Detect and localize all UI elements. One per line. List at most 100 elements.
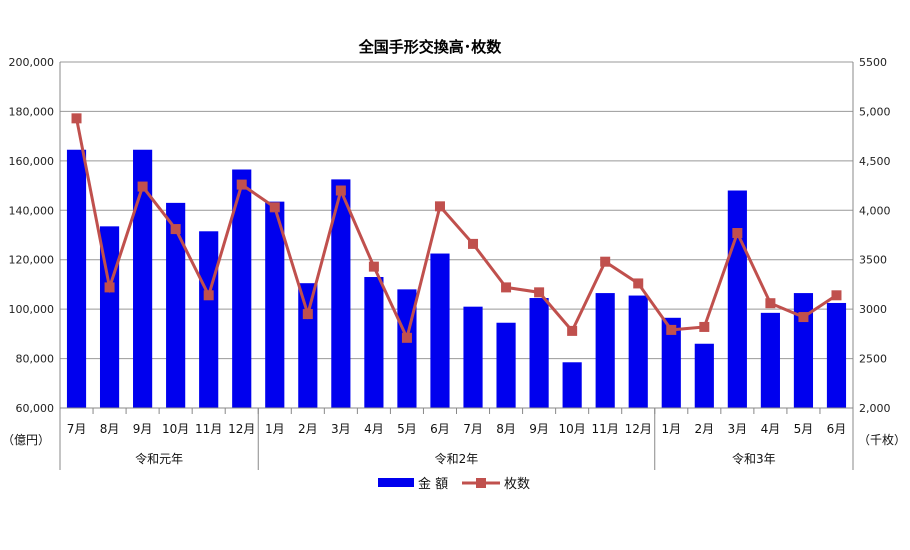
category-label: 8月 <box>496 422 516 436</box>
line-marker <box>368 261 379 272</box>
right-axis-ticks: 2,000 2500 3000 3500 4,000 4,500 5,000 5500 <box>859 56 891 415</box>
category-labels: 7月 8月 9月 10月 11月 12月 1月 2月 3月 4月 5月 6月 7月 8月 9月 10月 11月 1… <box>67 422 847 436</box>
line-marker <box>335 185 346 196</box>
category-label: 1月 <box>265 422 285 436</box>
right-tick-label: 4,000 <box>859 204 891 217</box>
line-marker <box>302 309 313 320</box>
left-tick-label: 80,000 <box>16 353 55 366</box>
line-path <box>75 118 838 343</box>
right-tick-label: 2,000 <box>859 402 891 415</box>
bar <box>463 306 483 408</box>
line-marker <box>699 321 710 332</box>
line-marker <box>633 278 644 289</box>
line-marker <box>501 282 512 293</box>
line-marker <box>236 179 247 190</box>
bar <box>562 362 582 408</box>
right-tick-label: 3000 <box>859 303 887 316</box>
right-tick-label: 2500 <box>859 353 887 366</box>
legend-bar-swatch <box>378 478 414 487</box>
bar <box>826 302 847 408</box>
line-marker <box>468 238 479 249</box>
legend-line-label: 枚数 <box>504 477 530 492</box>
left-tick-label: 120,000 <box>9 254 55 267</box>
category-label: 10月 <box>162 422 189 436</box>
right-tick-label: 3500 <box>859 254 887 267</box>
bar <box>364 277 384 408</box>
line-marker <box>434 201 445 212</box>
line-marker <box>137 181 148 192</box>
category-label: 12月 <box>625 422 652 436</box>
bar <box>496 322 516 408</box>
group-label: 令和3年 <box>732 451 776 466</box>
category-label: 4月 <box>364 422 384 436</box>
category-label: 2月 <box>694 422 714 436</box>
category-label: 3月 <box>728 422 748 436</box>
bar <box>694 343 714 408</box>
bar <box>232 169 252 408</box>
category-label: 2月 <box>298 422 318 436</box>
right-axis-unit: （千枚） <box>858 432 906 447</box>
line-marker <box>104 282 115 293</box>
category-label: 9月 <box>133 422 153 436</box>
line-marker <box>831 290 842 301</box>
legend-bar-label: 金 額 <box>418 476 448 492</box>
bar <box>628 295 648 408</box>
bar <box>298 283 318 408</box>
line-marker <box>600 256 611 267</box>
bar <box>331 179 351 408</box>
line-series <box>71 113 842 343</box>
category-label: 7月 <box>463 422 483 436</box>
line-marker <box>401 332 412 343</box>
line-marker <box>534 287 545 298</box>
legend: 金 額 枚数 <box>378 476 530 492</box>
category-label: 5月 <box>397 422 417 436</box>
bar <box>529 298 549 408</box>
bar <box>793 293 814 408</box>
axes <box>59 62 854 414</box>
line-marker <box>765 298 776 309</box>
category-label: 12月 <box>228 422 255 436</box>
left-tick-label: 160,000 <box>9 155 55 168</box>
bar <box>133 149 153 408</box>
bar-series <box>66 149 847 408</box>
category-label: 6月 <box>827 422 847 436</box>
bar <box>66 149 87 408</box>
left-tick-label: 60,000 <box>16 402 55 415</box>
left-tick-label: 140,000 <box>9 204 55 217</box>
line-marker <box>798 312 809 323</box>
line-marker <box>203 290 214 301</box>
left-axis-unit: （億円） <box>2 433 50 447</box>
category-label: 6月 <box>430 422 450 436</box>
bar <box>166 202 186 408</box>
line-marker <box>732 228 743 239</box>
bar <box>265 201 285 408</box>
group-label: 令和2年 <box>435 451 479 466</box>
bar <box>760 312 780 408</box>
group-labels: 令和元年 令和2年 令和3年 <box>59 408 854 470</box>
line-marker <box>71 113 82 124</box>
chart-title: 全国手形交換高･枚数 <box>358 38 503 56</box>
left-tick-label: 100,000 <box>9 303 55 316</box>
category-label: 1月 <box>661 422 681 436</box>
bar <box>430 253 450 408</box>
line-marker <box>269 202 280 213</box>
category-label: 3月 <box>331 422 351 436</box>
right-tick-label: 5,000 <box>859 105 891 118</box>
category-label: 11月 <box>592 422 619 436</box>
right-tick-label: 5500 <box>859 56 887 69</box>
category-label: 9月 <box>529 422 549 436</box>
line-marker <box>666 324 677 335</box>
category-label: 11月 <box>195 422 222 436</box>
category-label: 7月 <box>67 422 87 436</box>
bar <box>199 231 219 408</box>
category-label: 10月 <box>559 422 586 436</box>
bar <box>661 317 681 408</box>
left-axis-ticks: 60,000 80,000 100,000 120,000 140,000 160,000… <box>9 56 55 415</box>
left-tick-label: 200,000 <box>9 56 55 69</box>
right-tick-label: 4,500 <box>859 155 891 168</box>
category-label: 8月 <box>100 422 120 436</box>
category-label: 5月 <box>794 422 814 436</box>
line-marker <box>567 325 578 336</box>
bar <box>727 190 747 408</box>
